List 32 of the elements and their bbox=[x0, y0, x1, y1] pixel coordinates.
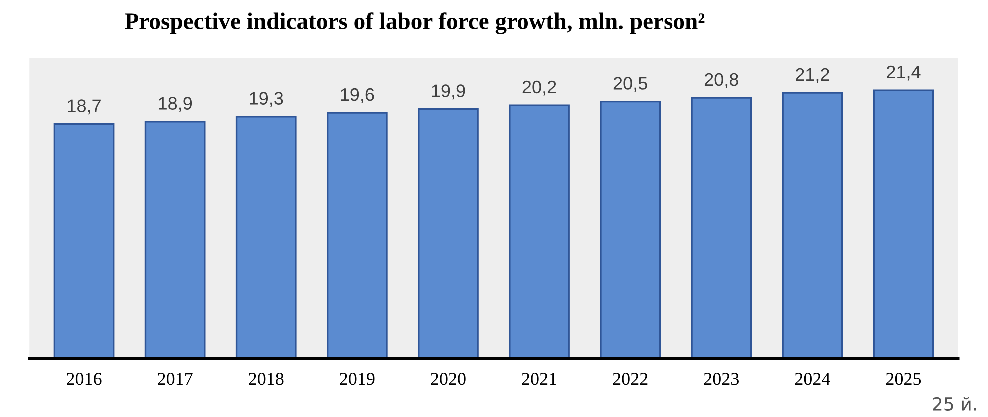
data-label: 20,2 bbox=[522, 80, 556, 96]
x-tick-label: 2017 bbox=[158, 373, 193, 386]
bar bbox=[782, 92, 844, 359]
x-tick-label: 2020 bbox=[431, 373, 466, 386]
x-tick-label: 2018 bbox=[249, 373, 284, 386]
x-tick-label: 2016 bbox=[67, 373, 102, 386]
data-label: 20,5 bbox=[614, 77, 648, 92]
bar bbox=[873, 90, 934, 359]
data-label: 20,8 bbox=[704, 73, 738, 88]
data-label: 18,9 bbox=[159, 97, 192, 112]
data-label: 21,2 bbox=[796, 68, 830, 84]
x-tick-label: 2019 bbox=[340, 373, 375, 386]
text: 25 й. bbox=[933, 397, 976, 411]
bar bbox=[509, 104, 570, 359]
bar bbox=[691, 97, 752, 359]
bar bbox=[236, 116, 297, 359]
data-label: 18,7 bbox=[68, 100, 101, 115]
bar bbox=[418, 108, 479, 359]
data-label: 19,9 bbox=[432, 84, 466, 100]
x-tick-label: 2025 bbox=[886, 373, 922, 386]
x-tick-label: 2022 bbox=[613, 373, 648, 386]
x-tick-label: 2023 bbox=[704, 373, 739, 386]
chart-title: Prospective indicators of labor force growth, mln. person² bbox=[125, 12, 705, 34]
bar bbox=[144, 121, 206, 359]
x-tick-label: 2024 bbox=[795, 373, 830, 386]
x-tick-label: 2021 bbox=[522, 373, 556, 386]
data-label: 19,6 bbox=[341, 88, 374, 104]
bar bbox=[600, 100, 662, 359]
bar bbox=[326, 112, 388, 359]
data-label: 21,4 bbox=[887, 66, 921, 81]
data-label: 19,3 bbox=[250, 92, 284, 108]
bar bbox=[54, 124, 115, 359]
